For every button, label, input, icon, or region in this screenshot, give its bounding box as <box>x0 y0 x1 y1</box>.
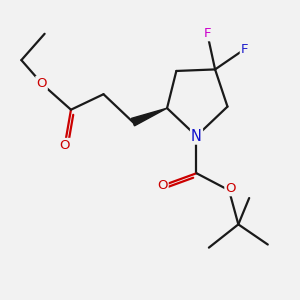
Text: O: O <box>225 182 236 195</box>
Text: O: O <box>157 179 168 192</box>
Polygon shape <box>131 108 167 126</box>
Text: F: F <box>241 43 248 56</box>
Text: F: F <box>204 27 211 40</box>
Text: O: O <box>59 139 70 152</box>
Text: O: O <box>36 77 47 90</box>
Text: N: N <box>191 129 202 144</box>
